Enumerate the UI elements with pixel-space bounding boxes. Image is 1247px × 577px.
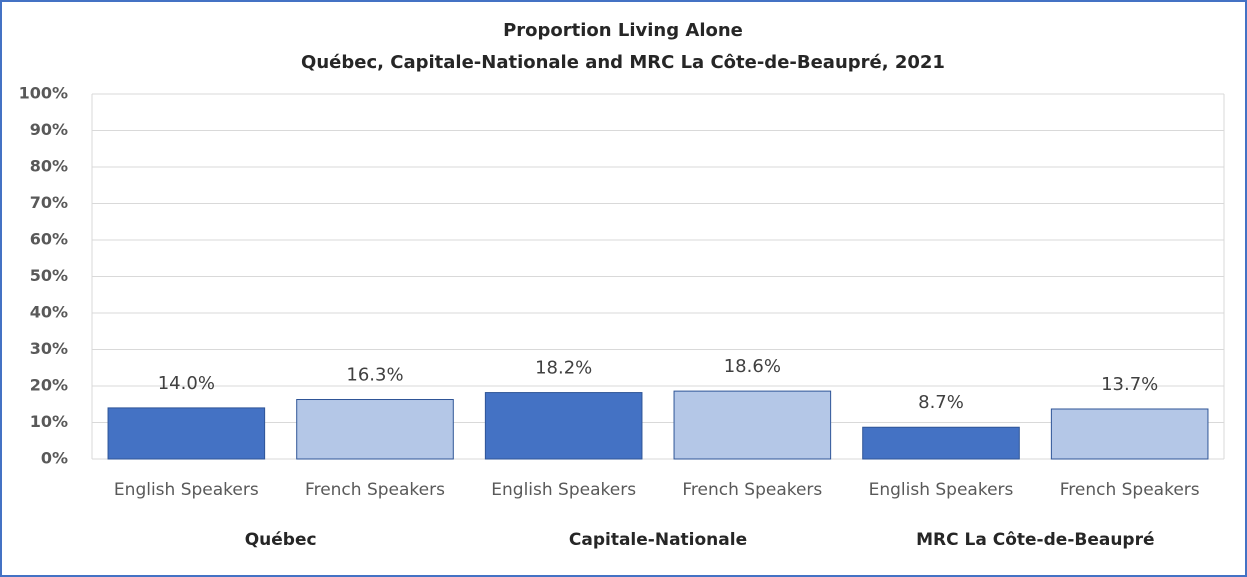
value-label: 13.7% <box>1101 374 1158 395</box>
y-tick-label: 0% <box>41 449 68 468</box>
y-tick-label: 90% <box>30 120 68 139</box>
y-tick-label: 50% <box>30 266 68 285</box>
value-label: 8.7% <box>918 392 964 413</box>
y-tick-label: 40% <box>30 303 68 322</box>
group-label: Capitale-Nationale <box>569 530 747 550</box>
y-tick-label: 30% <box>30 339 68 358</box>
y-tick-label: 80% <box>30 157 68 176</box>
x-tick-label: French Speakers <box>305 480 445 500</box>
x-tick-label: French Speakers <box>682 480 822 500</box>
bar <box>107 407 266 460</box>
y-tick-label: 100% <box>19 84 68 103</box>
value-label: 14.0% <box>158 373 215 394</box>
y-tick-label: 70% <box>30 193 68 212</box>
chart-title: Proportion Living Alone <box>503 20 743 41</box>
group-label: Québec <box>245 530 317 550</box>
bar <box>673 390 832 460</box>
x-tick-label: French Speakers <box>1060 480 1200 500</box>
x-tick-label: English Speakers <box>114 480 259 500</box>
y-tick-label: 10% <box>30 412 68 431</box>
value-label: 18.6% <box>724 356 781 377</box>
y-tick-label: 60% <box>30 230 68 249</box>
bar <box>862 426 1020 460</box>
value-label: 18.2% <box>535 358 592 379</box>
bar <box>1050 408 1209 460</box>
x-tick-label: English Speakers <box>869 480 1014 500</box>
y-tick-label: 20% <box>30 376 68 395</box>
chart-subtitle: Québec, Capitale-Nationale and MRC La Cô… <box>301 52 945 73</box>
value-label: 16.3% <box>346 365 403 386</box>
x-tick-label: English Speakers <box>491 480 636 500</box>
bar <box>484 392 643 460</box>
bar <box>296 399 454 460</box>
group-label: MRC La Côte-de-Beaupré <box>916 530 1154 550</box>
